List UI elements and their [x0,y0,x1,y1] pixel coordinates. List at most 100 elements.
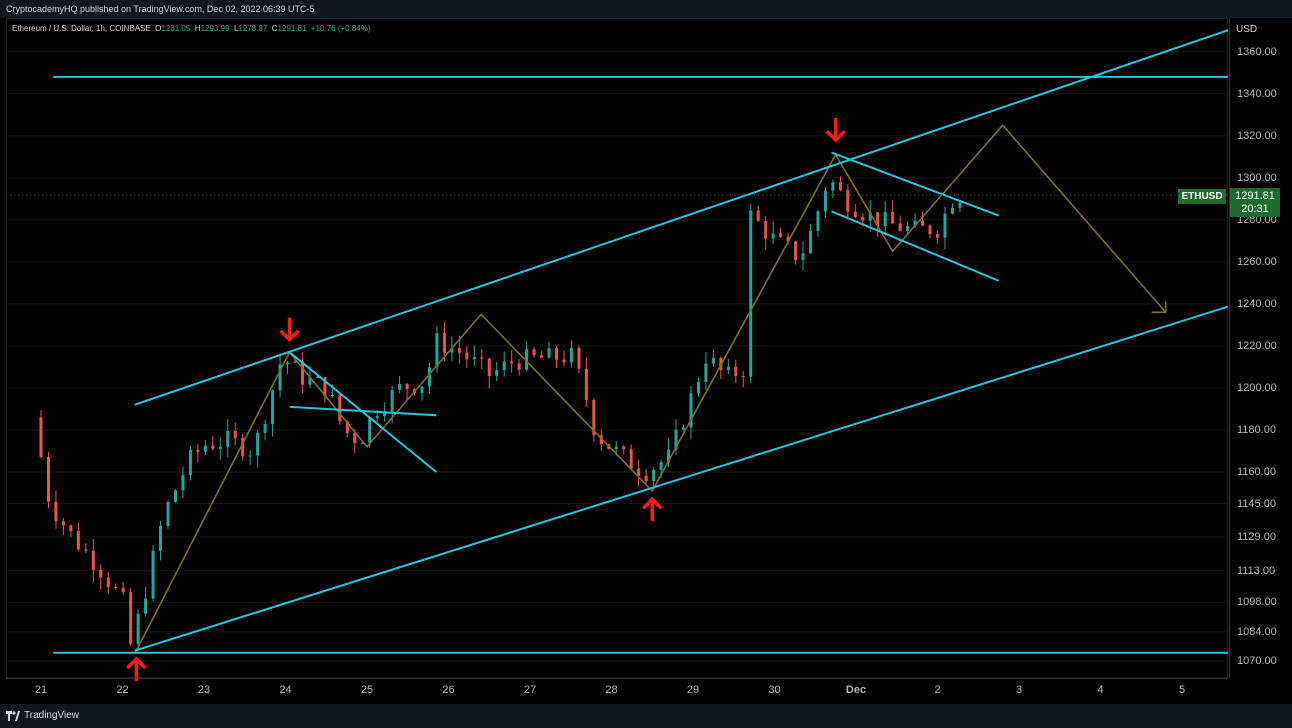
candle-body [816,211,820,231]
candle-body [375,416,379,419]
candle-body [831,182,835,191]
candle-body [577,347,581,369]
price-tick-label: 1098.00 [1237,596,1277,609]
symbol-legend: Ethereum / U.S. Dollar, 1h, COINBASE O12… [12,24,371,33]
candle-body [211,445,215,449]
candle-body [861,217,865,221]
candle-body [271,390,275,425]
candle-body [652,469,656,482]
down-arrow-head [825,129,846,143]
candle-body [764,220,768,239]
date-tick-label: 22 [116,684,129,696]
candle-body [263,424,267,433]
price-tick-label: 1180.00 [1237,423,1276,436]
candle-body [704,363,708,382]
candle-body [846,190,850,212]
candle-body [114,587,118,589]
candle-body [308,377,312,385]
candle-body [801,253,805,261]
candle-body [91,550,95,570]
candle-body [749,210,753,377]
candle-body [69,525,73,532]
candle-body [838,182,842,191]
candle-body [794,241,798,261]
high-value: 1293.99 [200,24,230,33]
price-tick-label: 1300.00 [1237,171,1277,184]
candle-body [913,220,917,226]
candle-body [121,587,125,593]
candle-body [659,462,663,470]
candle-body [226,430,230,447]
candle-body [420,386,424,394]
candle-body [569,347,573,363]
open-label: O [155,24,162,33]
candle-body [136,613,140,644]
close-value: 1291.81 [277,24,307,33]
candle-body [741,375,745,377]
candle-body [330,394,334,396]
candle-body [756,210,760,221]
low-label: L [233,24,239,33]
candle-body [943,213,947,238]
candle-body [300,361,304,385]
candle-body [502,361,506,371]
candle-body [480,357,484,359]
price-tick-label: 1240.00 [1237,297,1277,310]
candle-body [218,446,222,449]
date-tick-label: 25 [360,684,374,696]
candle-body [958,202,962,208]
candle-body [540,355,544,358]
candle-body [644,475,648,482]
candle-body [99,569,103,578]
date-tick-label: 29 [686,684,700,696]
candle-body [950,207,954,214]
candle-body [159,525,163,551]
price-tick-label: 1200.00 [1237,381,1277,394]
candle-body [667,449,671,463]
tradingview-logo-icon [6,711,20,721]
low-value: 1278.87 [238,24,268,33]
candle-body [876,212,880,227]
candle-body [435,333,439,368]
candle-body [241,437,245,457]
price-tick-label: 1145.00 [1237,497,1276,510]
candle-body [465,352,469,360]
trendline [134,305,1228,652]
candle-body [427,367,431,387]
candle-body [734,366,738,376]
date-tick-label: 4 [1097,684,1104,696]
candle-body [345,421,349,433]
trendline [288,351,437,473]
candle-body [614,446,618,449]
candle-body [46,457,50,502]
candle-body [599,435,603,445]
candle-body [360,442,364,444]
candle-body [338,394,342,422]
candle-body [495,370,499,377]
bar-countdown: 20:31 [1241,203,1269,215]
candle-body [726,366,730,371]
candle-body [689,393,693,428]
candle-body [823,190,827,212]
candle-body [84,549,88,551]
candle-body [562,359,566,363]
chart-pane[interactable] [6,18,1228,678]
time-axis[interactable] [6,678,1228,702]
price-tick-label: 1340.00 [1237,87,1277,100]
candle-body [891,211,895,224]
date-tick-label: 23 [197,684,211,696]
currency-label: USD [1236,24,1258,35]
candle-body [629,449,633,469]
open-value: 1281.05 [161,24,191,33]
candle-body [584,368,588,400]
candle-body [293,361,297,363]
date-tick-label: 5 [1178,684,1186,696]
date-tick-label: 24 [279,684,292,696]
price-axis[interactable] [1229,18,1292,678]
candle-body [532,349,536,356]
candle-body [674,429,678,450]
candle-body [681,427,685,430]
candle-body [61,521,65,526]
candle-body [166,502,170,526]
